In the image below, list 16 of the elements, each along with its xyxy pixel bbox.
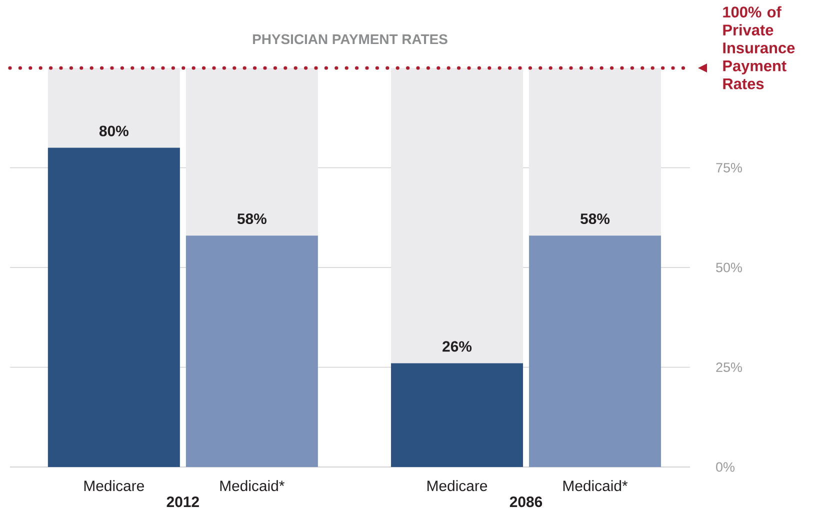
series-label: Medicare <box>84 480 144 492</box>
text: Medicare <box>427 480 488 492</box>
series-label: Medicaid* <box>220 480 284 492</box>
y-tick-label: 75% <box>716 163 742 172</box>
y-tick-label: 50% <box>716 262 742 272</box>
chart-title: PHYSICIAN PAYMENT RATES <box>253 34 448 44</box>
x-tick-label: 2012 <box>166 496 199 508</box>
y-tick-label: 25% <box>716 362 742 372</box>
x-tick-label: 2086 <box>510 496 542 508</box>
y-tick-label: 0% <box>716 462 734 472</box>
ref-line-label: 100% of Private Insurance Payment Rates <box>723 6 795 90</box>
data-label: 26% <box>442 341 472 352</box>
data-label: 58% <box>580 213 610 224</box>
data-label: 80% <box>99 126 128 136</box>
text: Medicaid* <box>563 480 628 492</box>
data-label: 58% <box>237 213 266 224</box>
